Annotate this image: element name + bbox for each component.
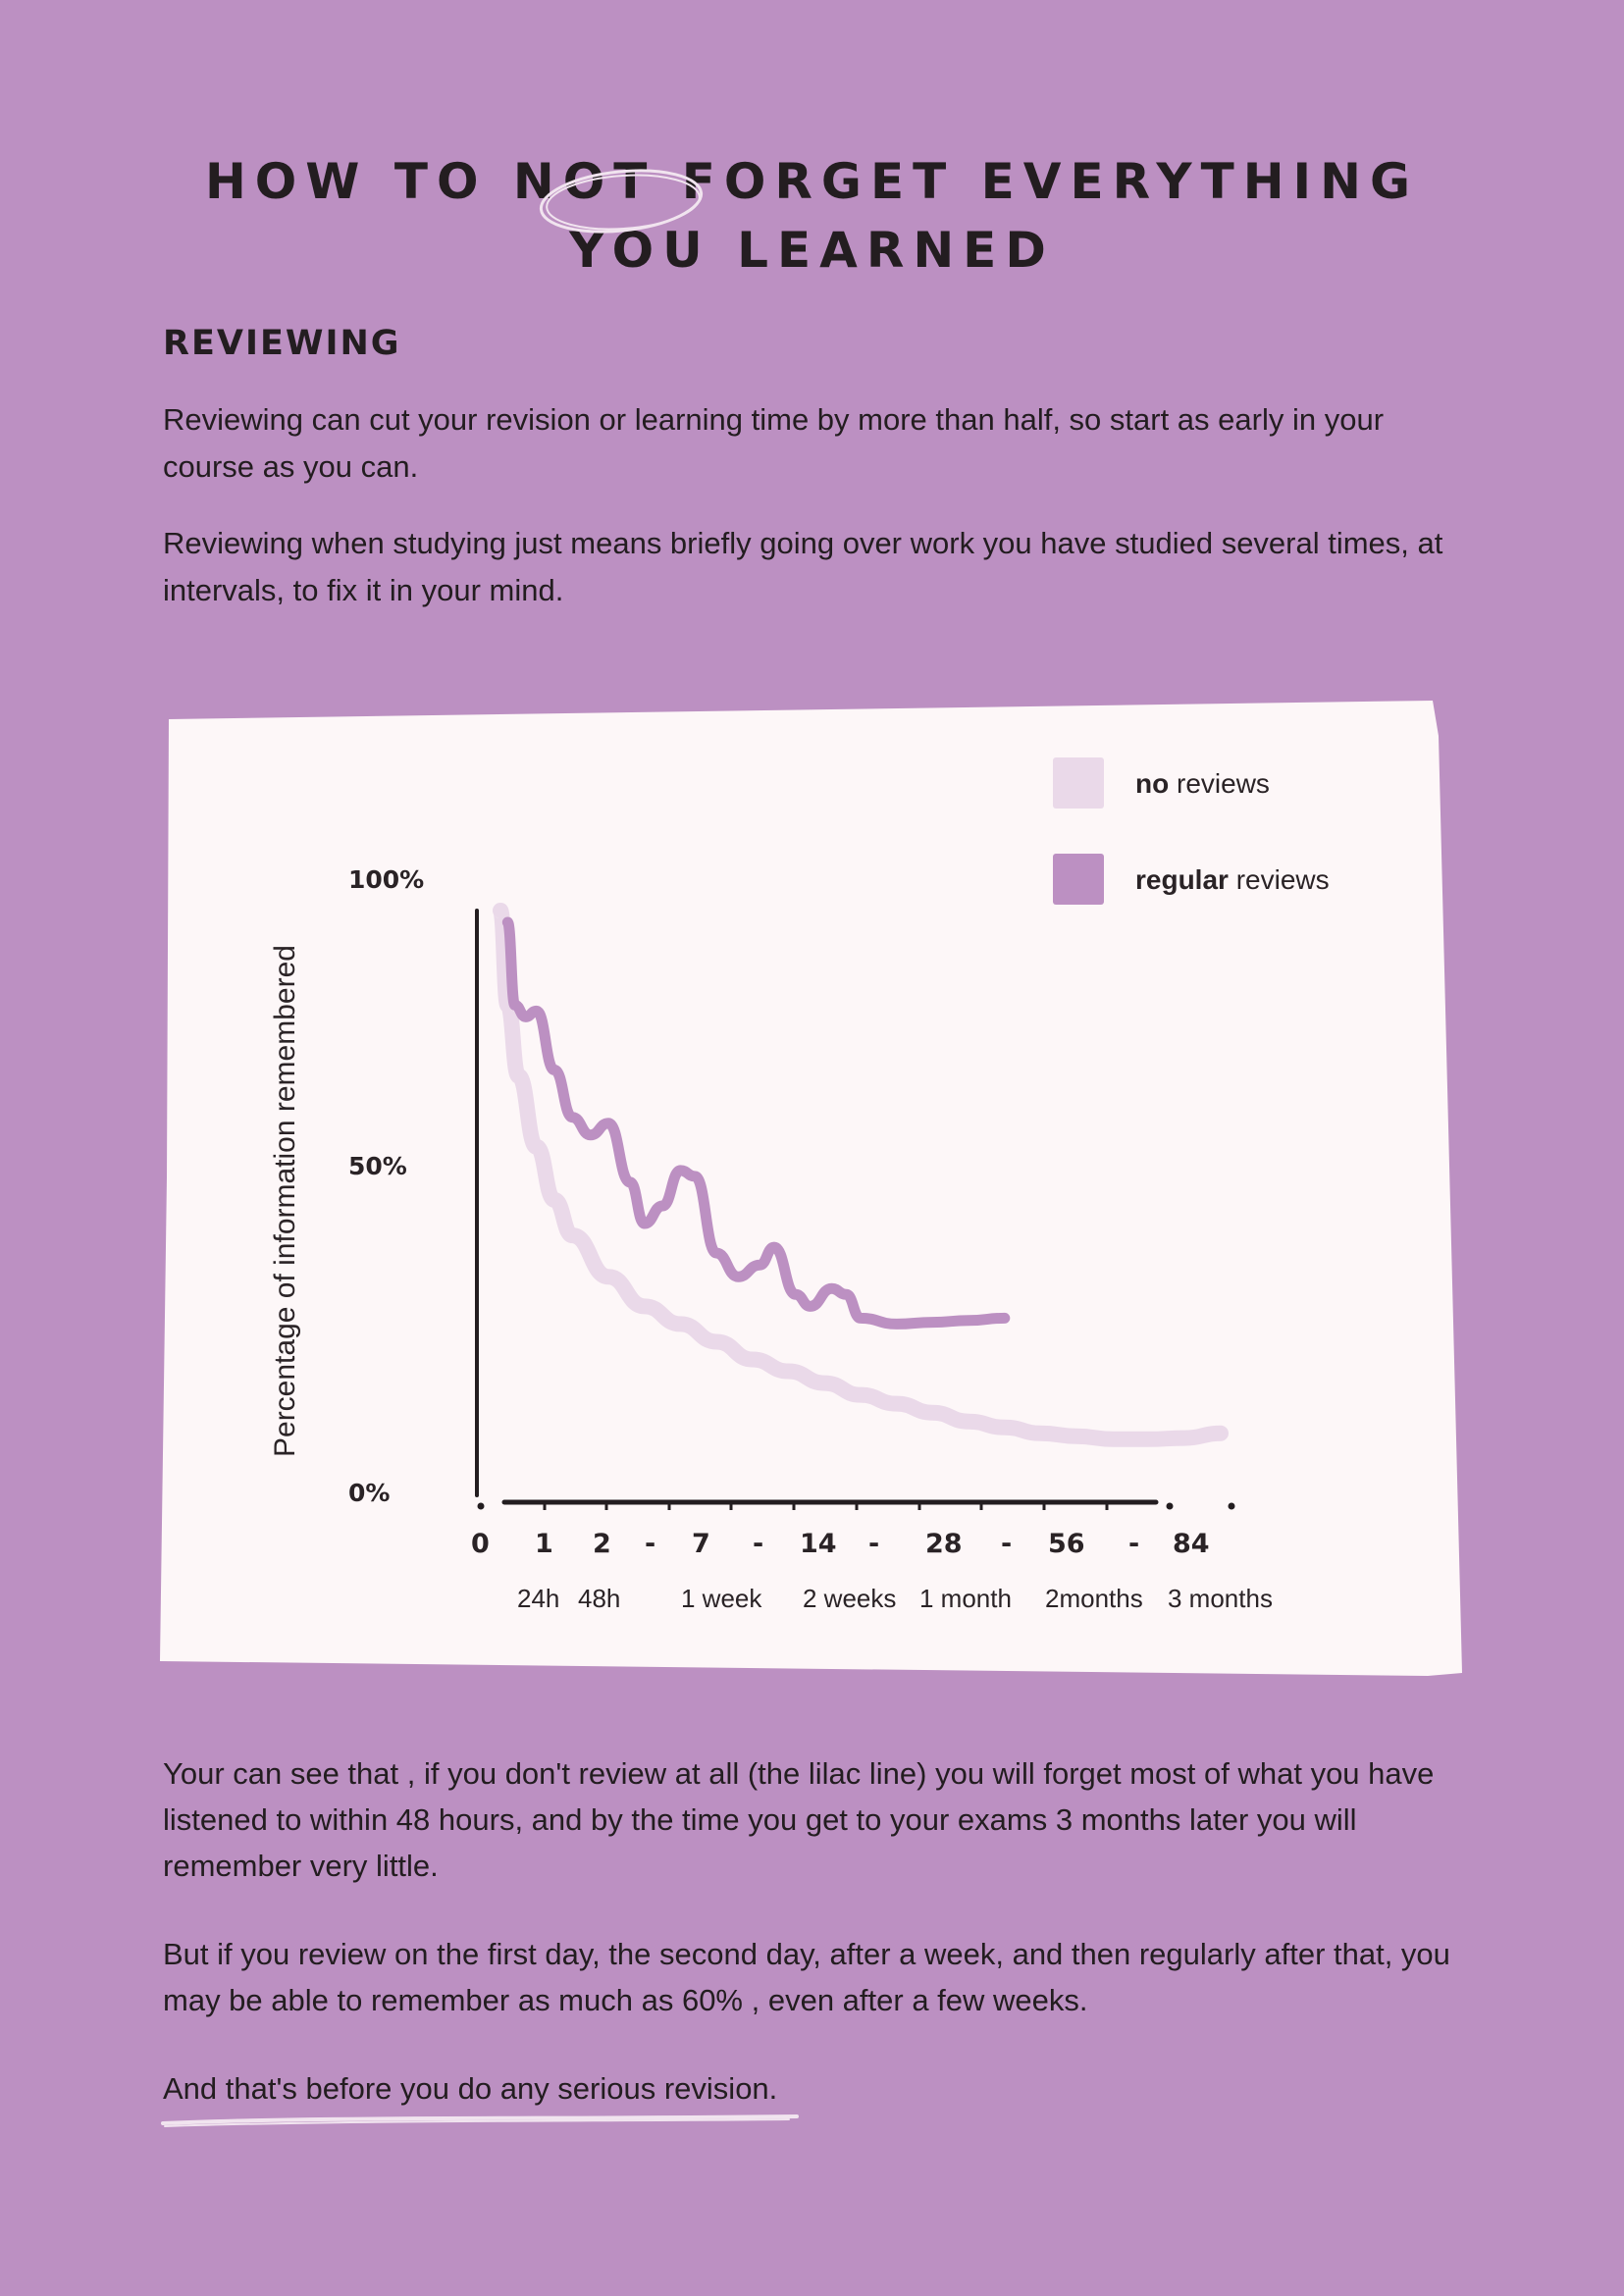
paragraph-no-review: Your can see that , if you don't review … <box>163 1756 1435 1883</box>
x-tick-label: - <box>753 1529 763 1559</box>
series-line-regular-reviews <box>501 916 1011 1330</box>
title-line-1: HOW TO NOT FORGET EVERYTHING <box>204 153 1420 210</box>
x-sub-label: 2months <box>1045 1584 1143 1613</box>
x-axis-dot-2 <box>1228 1502 1235 1510</box>
paragraph-regular-review: But if you review on the first day, the … <box>163 1937 1450 2017</box>
legend-label-bold: no <box>1135 768 1169 799</box>
x-sub-label: 3 months <box>1168 1584 1273 1613</box>
x-sub-label: 48h <box>578 1584 620 1613</box>
legend-label-rest: reviews <box>1169 768 1270 799</box>
y-axis-label: Percentage of information remembered <box>269 945 301 1457</box>
y-tick-label: 0% <box>348 1479 390 1507</box>
legend-swatch <box>1053 854 1104 905</box>
y-tick-label: 100% <box>348 865 424 894</box>
x-tick-label: 7 <box>692 1529 710 1559</box>
x-axis-dot-0 <box>477 1502 485 1510</box>
x-tick-label: - <box>1128 1529 1139 1559</box>
legend-swatch <box>1053 757 1104 809</box>
section-heading: REVIEWING <box>163 324 401 363</box>
x-tick-label: 0 <box>471 1529 490 1559</box>
legend-label-rest: reviews <box>1229 864 1330 895</box>
y-tick-label: 50% <box>348 1152 407 1180</box>
legend-label-bold: regular <box>1135 864 1229 895</box>
legend-label: regular reviews <box>1135 864 1330 895</box>
legend-label: no reviews <box>1135 768 1270 799</box>
underline-stroke-icon <box>161 2114 799 2127</box>
page-title: HOW TO NOT FORGET EVERYTHING YOU LEARNED <box>0 147 1624 285</box>
x-sub-label: 2 weeks <box>803 1584 896 1613</box>
x-tick-label: 28 <box>925 1529 963 1559</box>
x-tick-label: 84 <box>1173 1529 1210 1559</box>
x-tick-label: - <box>1001 1529 1012 1559</box>
x-tick-label: - <box>645 1529 655 1559</box>
title-line-2: YOU LEARNED <box>569 222 1055 279</box>
x-sub-label: 1 month <box>919 1584 1012 1613</box>
x-tick-label: - <box>868 1529 879 1559</box>
x-axis-dot-1 <box>1166 1502 1174 1510</box>
paragraph-definition: Reviewing when studying just means brief… <box>163 526 1443 607</box>
x-tick-label: 2 <box>593 1529 611 1559</box>
x-tick-label: 56 <box>1048 1529 1085 1559</box>
paragraph-closing: And that's before you do any serious rev… <box>163 2071 778 2106</box>
scribble-circle-icon <box>539 169 704 234</box>
x-tick-label: 1 <box>535 1529 553 1559</box>
x-tick-label: 14 <box>800 1529 837 1559</box>
series-line-no-reviews <box>493 903 1229 1447</box>
paragraph-intro: Reviewing can cut your revision or learn… <box>163 402 1385 484</box>
x-sub-label: 1 week <box>681 1584 762 1613</box>
x-sub-label: 24h <box>517 1584 559 1613</box>
